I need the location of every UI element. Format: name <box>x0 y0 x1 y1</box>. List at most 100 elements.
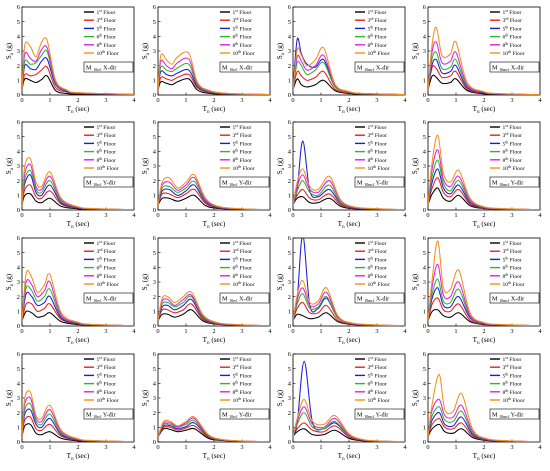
model-tag: M 10rcf Y-dir <box>86 411 116 419</box>
y-tick-label: 3 <box>153 163 156 170</box>
model-tag-box <box>83 61 134 73</box>
x-tick-label: 3 <box>104 212 107 219</box>
curves <box>293 238 405 326</box>
y-tick-label: 5 <box>153 366 156 373</box>
y-tick-label: 2 <box>153 178 156 185</box>
legend-label: 1st Floor <box>503 240 522 247</box>
y-tick-label: 4 <box>288 381 292 388</box>
x-tick-label: 3 <box>240 444 243 451</box>
series-line-1st-floor <box>293 78 405 95</box>
x-tick-label: 2 <box>347 444 350 451</box>
curves <box>22 390 134 442</box>
model-tag: M 10rcf X-dir <box>86 64 116 72</box>
x-tick-label: 2 <box>212 328 215 335</box>
series-line-10th-floor <box>22 390 134 442</box>
y-tick-label: 5 <box>17 134 20 141</box>
y-tick-label: 4 <box>17 265 21 272</box>
y-tick-label: 3 <box>423 279 426 286</box>
legend-label: 3rd Floor <box>97 364 117 371</box>
legend-label: 6th Floor <box>233 149 252 156</box>
x-tick-label: 4 <box>268 328 272 335</box>
legend-label: 3rd Floor <box>368 364 388 371</box>
y-tick-label: 0 <box>423 323 426 330</box>
x-tick-label: 2 <box>76 328 79 335</box>
model-tag: M 10mcf Y-dir <box>357 179 388 187</box>
y-tick-label: 6 <box>423 4 426 11</box>
x-tick-label: 3 <box>375 212 378 219</box>
legend-label: 8th Floor <box>503 157 522 164</box>
x-tick-label: 2 <box>482 328 485 335</box>
plot-frame <box>427 6 541 96</box>
legend-label: 6th Floor <box>368 265 387 272</box>
x-tick-label: 1 <box>454 444 457 451</box>
legend-label: 1st Floor <box>368 9 387 16</box>
x-axis-label: Tn (sec) <box>473 336 496 346</box>
series-line-10th-floor <box>22 37 134 95</box>
y-tick-label: 2 <box>423 63 426 70</box>
x-tick-label: 2 <box>482 97 485 104</box>
y-tick-label: 5 <box>288 250 291 257</box>
y-tick-label: 0 <box>288 323 291 330</box>
y-tick-label: 6 <box>423 351 426 358</box>
x-tick-label: 4 <box>268 97 272 104</box>
legend-label: 1st Floor <box>233 240 252 247</box>
legend-label: 3rd Floor <box>503 364 523 371</box>
model-tag: M 10mcf Y-dir <box>357 411 388 419</box>
curves <box>22 37 134 95</box>
curves <box>428 240 540 326</box>
legend-label: 6th Floor <box>368 381 387 388</box>
y-tick-label: 0 <box>17 439 20 446</box>
legend-label: 10th Floor <box>97 397 119 404</box>
x-tick-label: 2 <box>76 212 79 219</box>
y-tick-label: 5 <box>423 366 426 373</box>
x-tick-label: 0 <box>426 444 429 451</box>
x-tick-label: 1 <box>48 97 51 104</box>
y-tick-label: 2 <box>288 410 291 417</box>
y-tick-label: 4 <box>153 34 157 41</box>
y-tick-label: 6 <box>288 351 291 358</box>
legend-label: 8th Floor <box>97 273 116 280</box>
legend-label: 6th Floor <box>503 265 522 272</box>
y-tick-label: 3 <box>17 163 20 170</box>
x-tick-label: 0 <box>20 328 23 335</box>
y-tick-label: 3 <box>288 48 291 55</box>
y-tick-label: 1 <box>288 193 291 200</box>
y-tick-label: 0 <box>153 323 156 330</box>
x-tick-label: 1 <box>48 212 51 219</box>
model-tag: M 10rcf X-dir <box>222 295 252 303</box>
x-tick-label: 1 <box>319 97 322 104</box>
y-tick-label: 6 <box>153 4 156 11</box>
x-tick-label: 3 <box>375 444 378 451</box>
y-tick-label: 0 <box>17 207 20 214</box>
model-tag: M 10mcf X-dir <box>492 64 524 72</box>
legend-label: 10th Floor <box>368 397 390 404</box>
legend-label: 8th Floor <box>503 42 522 49</box>
y-tick-label: 6 <box>423 235 426 242</box>
model-tag-box <box>219 176 270 188</box>
y-tick-label: 3 <box>423 48 426 55</box>
y-axis-label: Sa (g) <box>411 389 421 406</box>
y-axis-label: Sa (g) <box>5 42 15 59</box>
legend-label: 1st Floor <box>368 124 387 131</box>
x-tick-label: 3 <box>510 212 513 219</box>
y-tick-label: 1 <box>17 309 20 316</box>
curves <box>428 134 540 210</box>
y-axis-label: Sa (g) <box>5 273 15 290</box>
y-axis-label: Sa (g) <box>411 42 421 59</box>
x-tick-label: 3 <box>510 328 513 335</box>
x-tick-label: 0 <box>20 97 23 104</box>
x-tick-label: 0 <box>426 97 429 104</box>
legend-label: 10th Floor <box>97 165 119 172</box>
x-tick-label: 1 <box>319 212 322 219</box>
y-tick-label: 1 <box>17 193 20 200</box>
x-tick-label: 0 <box>156 212 159 219</box>
x-tick-label: 3 <box>104 97 107 104</box>
x-axis-label: Tn (sec) <box>338 452 361 462</box>
